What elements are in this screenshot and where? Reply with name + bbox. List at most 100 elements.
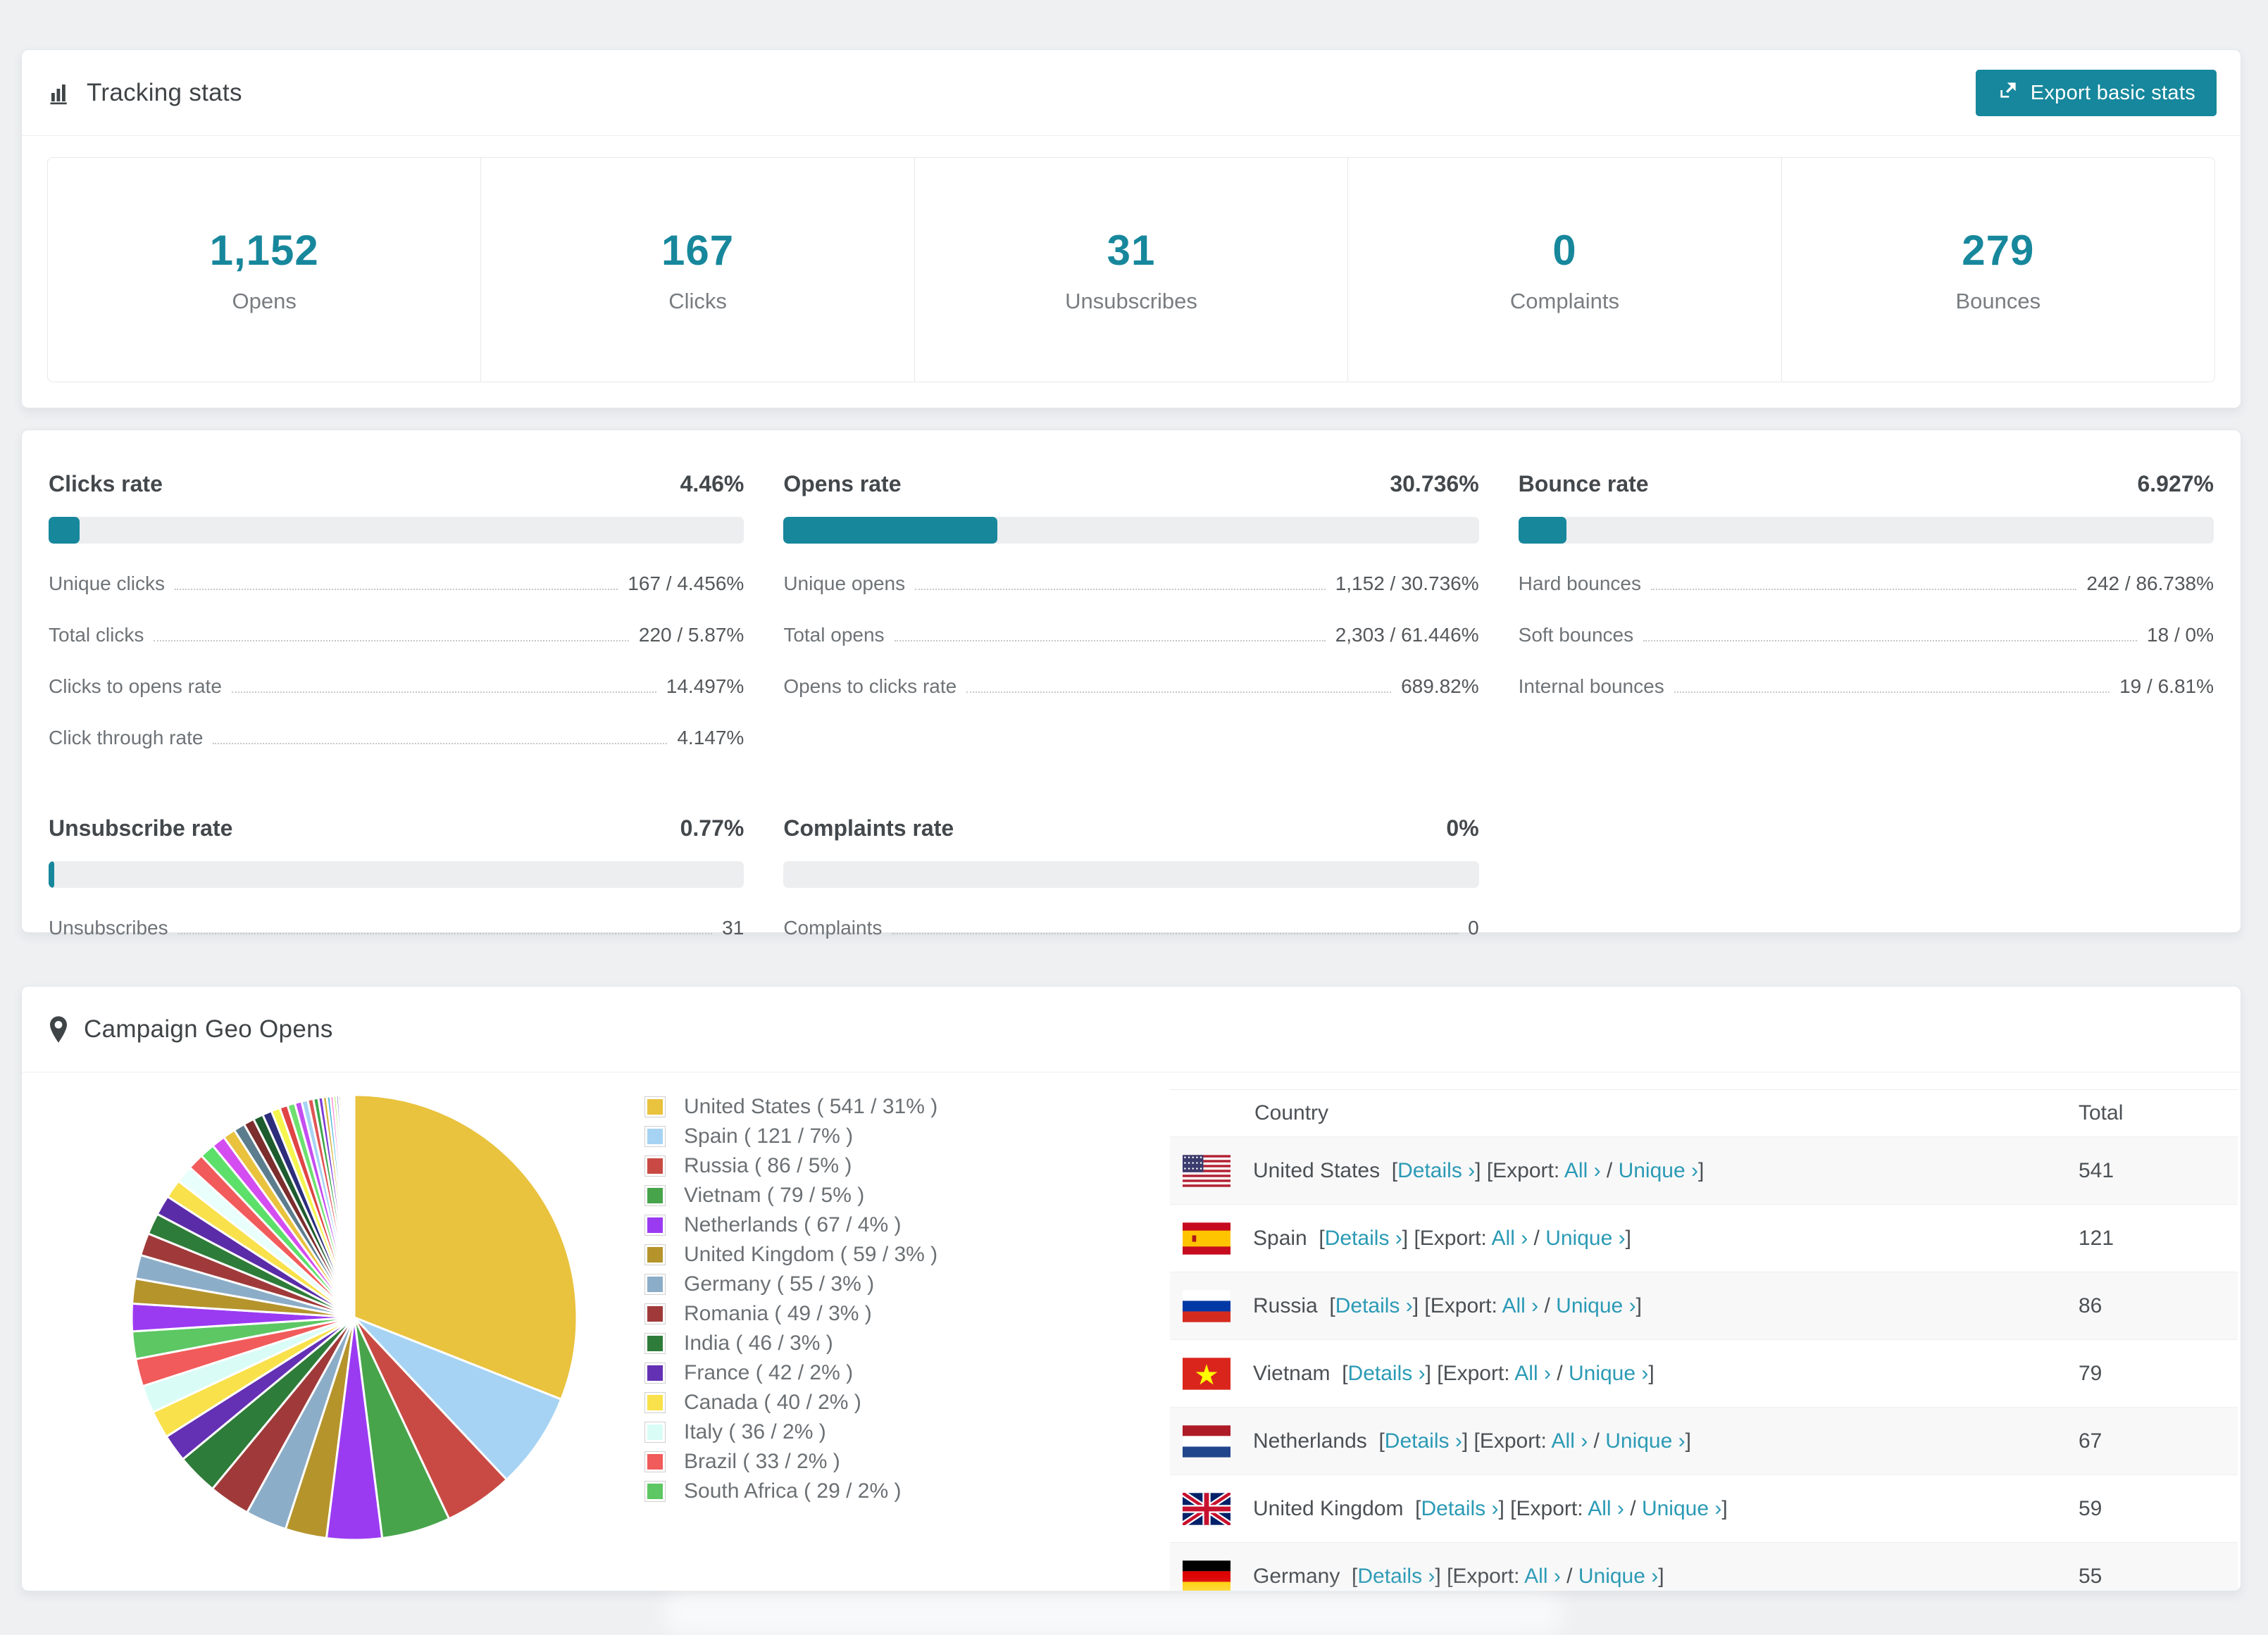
flag-icon-vn [1183, 1358, 1230, 1390]
legend-label: United Kingdom ( 59 / 3% ) [684, 1243, 937, 1267]
rate-stat-row: Opens to clicks rate 689.82% [783, 675, 1478, 698]
legend-label: Italy ( 36 / 2% ) [684, 1420, 826, 1444]
country-name: United Kingdom [1253, 1497, 1403, 1520]
country-cell: United States [Details ›] [Export: All ›… [1253, 1159, 1704, 1183]
stat-value: 31 [1107, 226, 1156, 275]
rate-stat-row: Unique clicks 167 / 4.456% [49, 572, 744, 595]
legend-swatch [644, 1244, 666, 1265]
details-link[interactable]: Details › [1348, 1362, 1426, 1385]
export-all-link[interactable]: All › [1524, 1565, 1561, 1588]
legend-swatch [644, 1126, 666, 1147]
legend-item-united-states[interactable]: United States ( 541 / 31% ) [644, 1092, 937, 1122]
rate-panel-title: Bounce rate [1519, 471, 1649, 497]
country-cell: Spain [Details ›] [Export: All › / Uniqu… [1253, 1227, 1631, 1251]
rate-stat-row: Hard bounces 242 / 86.738% [1519, 572, 2214, 595]
rate-stat-value: 2,303 / 61.446% [1335, 624, 1479, 646]
country-name: Germany [1253, 1565, 1340, 1588]
geo-table-header: Country Total [1170, 1090, 2238, 1136]
legend-item-canada[interactable]: Canada ( 40 / 2% ) [644, 1388, 937, 1417]
dotted-leader [1674, 691, 2110, 693]
export-unique-link[interactable]: Unique › [1545, 1227, 1625, 1250]
rate-stat-value: 18 / 0% [2147, 624, 2214, 646]
export-all-link[interactable]: All › [1502, 1294, 1538, 1317]
export-unique-link[interactable]: Unique › [1569, 1362, 1648, 1385]
dotted-leader [966, 691, 1391, 693]
legend-swatch [644, 1451, 666, 1472]
dotted-leader [895, 640, 1326, 641]
legend-item-germany[interactable]: Germany ( 55 / 3% ) [644, 1270, 937, 1299]
campaign-geo-opens-card: Campaign Geo Opens United States ( 541 /… [21, 986, 2241, 1591]
rate-stat-row: Total opens 2,303 / 61.446% [783, 624, 1478, 646]
stat-box-complaints: 0 Complaints [1348, 158, 1781, 382]
legend-label: Netherlands ( 67 / 4% ) [684, 1213, 901, 1237]
stat-value: 0 [1552, 226, 1576, 275]
export-unique-link[interactable]: Unique › [1556, 1294, 1635, 1317]
country-name: Spain [1253, 1227, 1307, 1250]
legend-item-united-kingdom[interactable]: United Kingdom ( 59 / 3% ) [644, 1240, 937, 1270]
column-header-country: Country [1170, 1101, 2079, 1125]
stat-label: Opens [232, 289, 297, 314]
flag-icon-nl [1183, 1425, 1230, 1458]
export-unique-link[interactable]: Unique › [1642, 1497, 1721, 1520]
rate-stat-row: Unsubscribes 31 [49, 917, 744, 939]
details-link[interactable]: Details › [1421, 1497, 1498, 1520]
export-unique-link[interactable]: Unique › [1578, 1565, 1658, 1588]
rate-stat-value: 1,152 / 30.736% [1335, 572, 1479, 595]
rate-panel-value: 0.77% [680, 815, 744, 841]
legend-item-italy[interactable]: Italy ( 36 / 2% ) [644, 1417, 937, 1447]
legend-item-india[interactable]: India ( 46 / 3% ) [644, 1329, 937, 1358]
geo-table-row-russia: Russia [Details ›] [Export: All › / Uniq… [1170, 1272, 2238, 1339]
rate-stat-value: 14.497% [666, 675, 744, 698]
dotted-leader [1643, 640, 2137, 641]
legend-item-south-africa[interactable]: South Africa ( 29 / 2% ) [644, 1477, 937, 1506]
legend-swatch [644, 1215, 666, 1236]
stat-value: 167 [661, 226, 734, 275]
legend-item-vietnam[interactable]: Vietnam ( 79 / 5% ) [644, 1181, 937, 1210]
export-all-link[interactable]: All › [1514, 1362, 1551, 1385]
export-all-link[interactable]: All › [1492, 1227, 1528, 1250]
rate-stat-row: Internal bounces 19 / 6.81% [1519, 675, 2214, 698]
country-name: Vietnam [1253, 1362, 1331, 1385]
geo-table-row-united-states: United States [Details ›] [Export: All ›… [1170, 1136, 2238, 1204]
legend-item-france[interactable]: France ( 42 / 2% ) [644, 1358, 937, 1388]
legend-item-brazil[interactable]: Brazil ( 33 / 2% ) [644, 1447, 937, 1477]
legend-item-spain[interactable]: Spain ( 121 / 7% ) [644, 1122, 937, 1151]
details-link[interactable]: Details › [1397, 1159, 1475, 1182]
export-unique-link[interactable]: Unique › [1619, 1159, 1698, 1182]
legend-label: Germany ( 55 / 3% ) [684, 1272, 874, 1296]
details-link[interactable]: Details › [1385, 1429, 1462, 1453]
export-basic-stats-button[interactable]: Export basic stats [1976, 70, 2217, 116]
export-button-label: Export basic stats [2031, 82, 2195, 105]
rate-stat-label: Clicks to opens rate [49, 675, 222, 698]
details-link[interactable]: Details › [1335, 1294, 1413, 1317]
export-all-link[interactable]: All › [1552, 1429, 1588, 1453]
legend-label: Russia ( 86 / 5% ) [684, 1154, 852, 1178]
rate-panel-value: 4.46% [680, 471, 744, 497]
rate-stat-value: 19 / 6.81% [2119, 675, 2214, 698]
rate-stat-label: Unique clicks [49, 572, 165, 595]
details-link[interactable]: Details › [1357, 1565, 1435, 1588]
rate-stat-label: Complaints [783, 917, 882, 939]
legend-item-russia[interactable]: Russia ( 86 / 5% ) [644, 1151, 937, 1181]
rate-stat-label: Total opens [783, 624, 884, 646]
rate-stat-value: 689.82% [1401, 675, 1479, 698]
export-all-link[interactable]: All › [1588, 1497, 1624, 1520]
tracking-stats-card: Tracking stats Export basic stats 1,152 … [21, 49, 2241, 408]
rate-progress-track [1519, 517, 2214, 544]
legend-item-netherlands[interactable]: Netherlands ( 67 / 4% ) [644, 1210, 937, 1240]
tracking-stats-title-text: Tracking stats [87, 79, 242, 107]
legend-swatch [644, 1362, 666, 1384]
rate-panel-unsubscribe-rate: Unsubscribe rate 0.77% Unsubscribes 31 [49, 794, 744, 939]
export-all-link[interactable]: All › [1564, 1159, 1601, 1182]
legend-label: United States ( 541 / 31% ) [684, 1095, 937, 1119]
legend-item-romania[interactable]: Romania ( 49 / 3% ) [644, 1299, 937, 1329]
country-cell: Germany [Details ›] [Export: All › / Uni… [1253, 1565, 1664, 1589]
rate-stat-row: Unique opens 1,152 / 30.736% [783, 572, 1478, 595]
rate-stat-row: Click through rate 4.147% [49, 727, 744, 749]
rate-panel-opens-rate: Opens rate 30.736% Unique opens 1,152 / … [783, 450, 1478, 749]
country-cell: Netherlands [Details ›] [Export: All › /… [1253, 1429, 1691, 1453]
export-unique-link[interactable]: Unique › [1605, 1429, 1685, 1453]
rate-stat-label: Soft bounces [1519, 624, 1633, 646]
details-link[interactable]: Details › [1325, 1227, 1402, 1250]
